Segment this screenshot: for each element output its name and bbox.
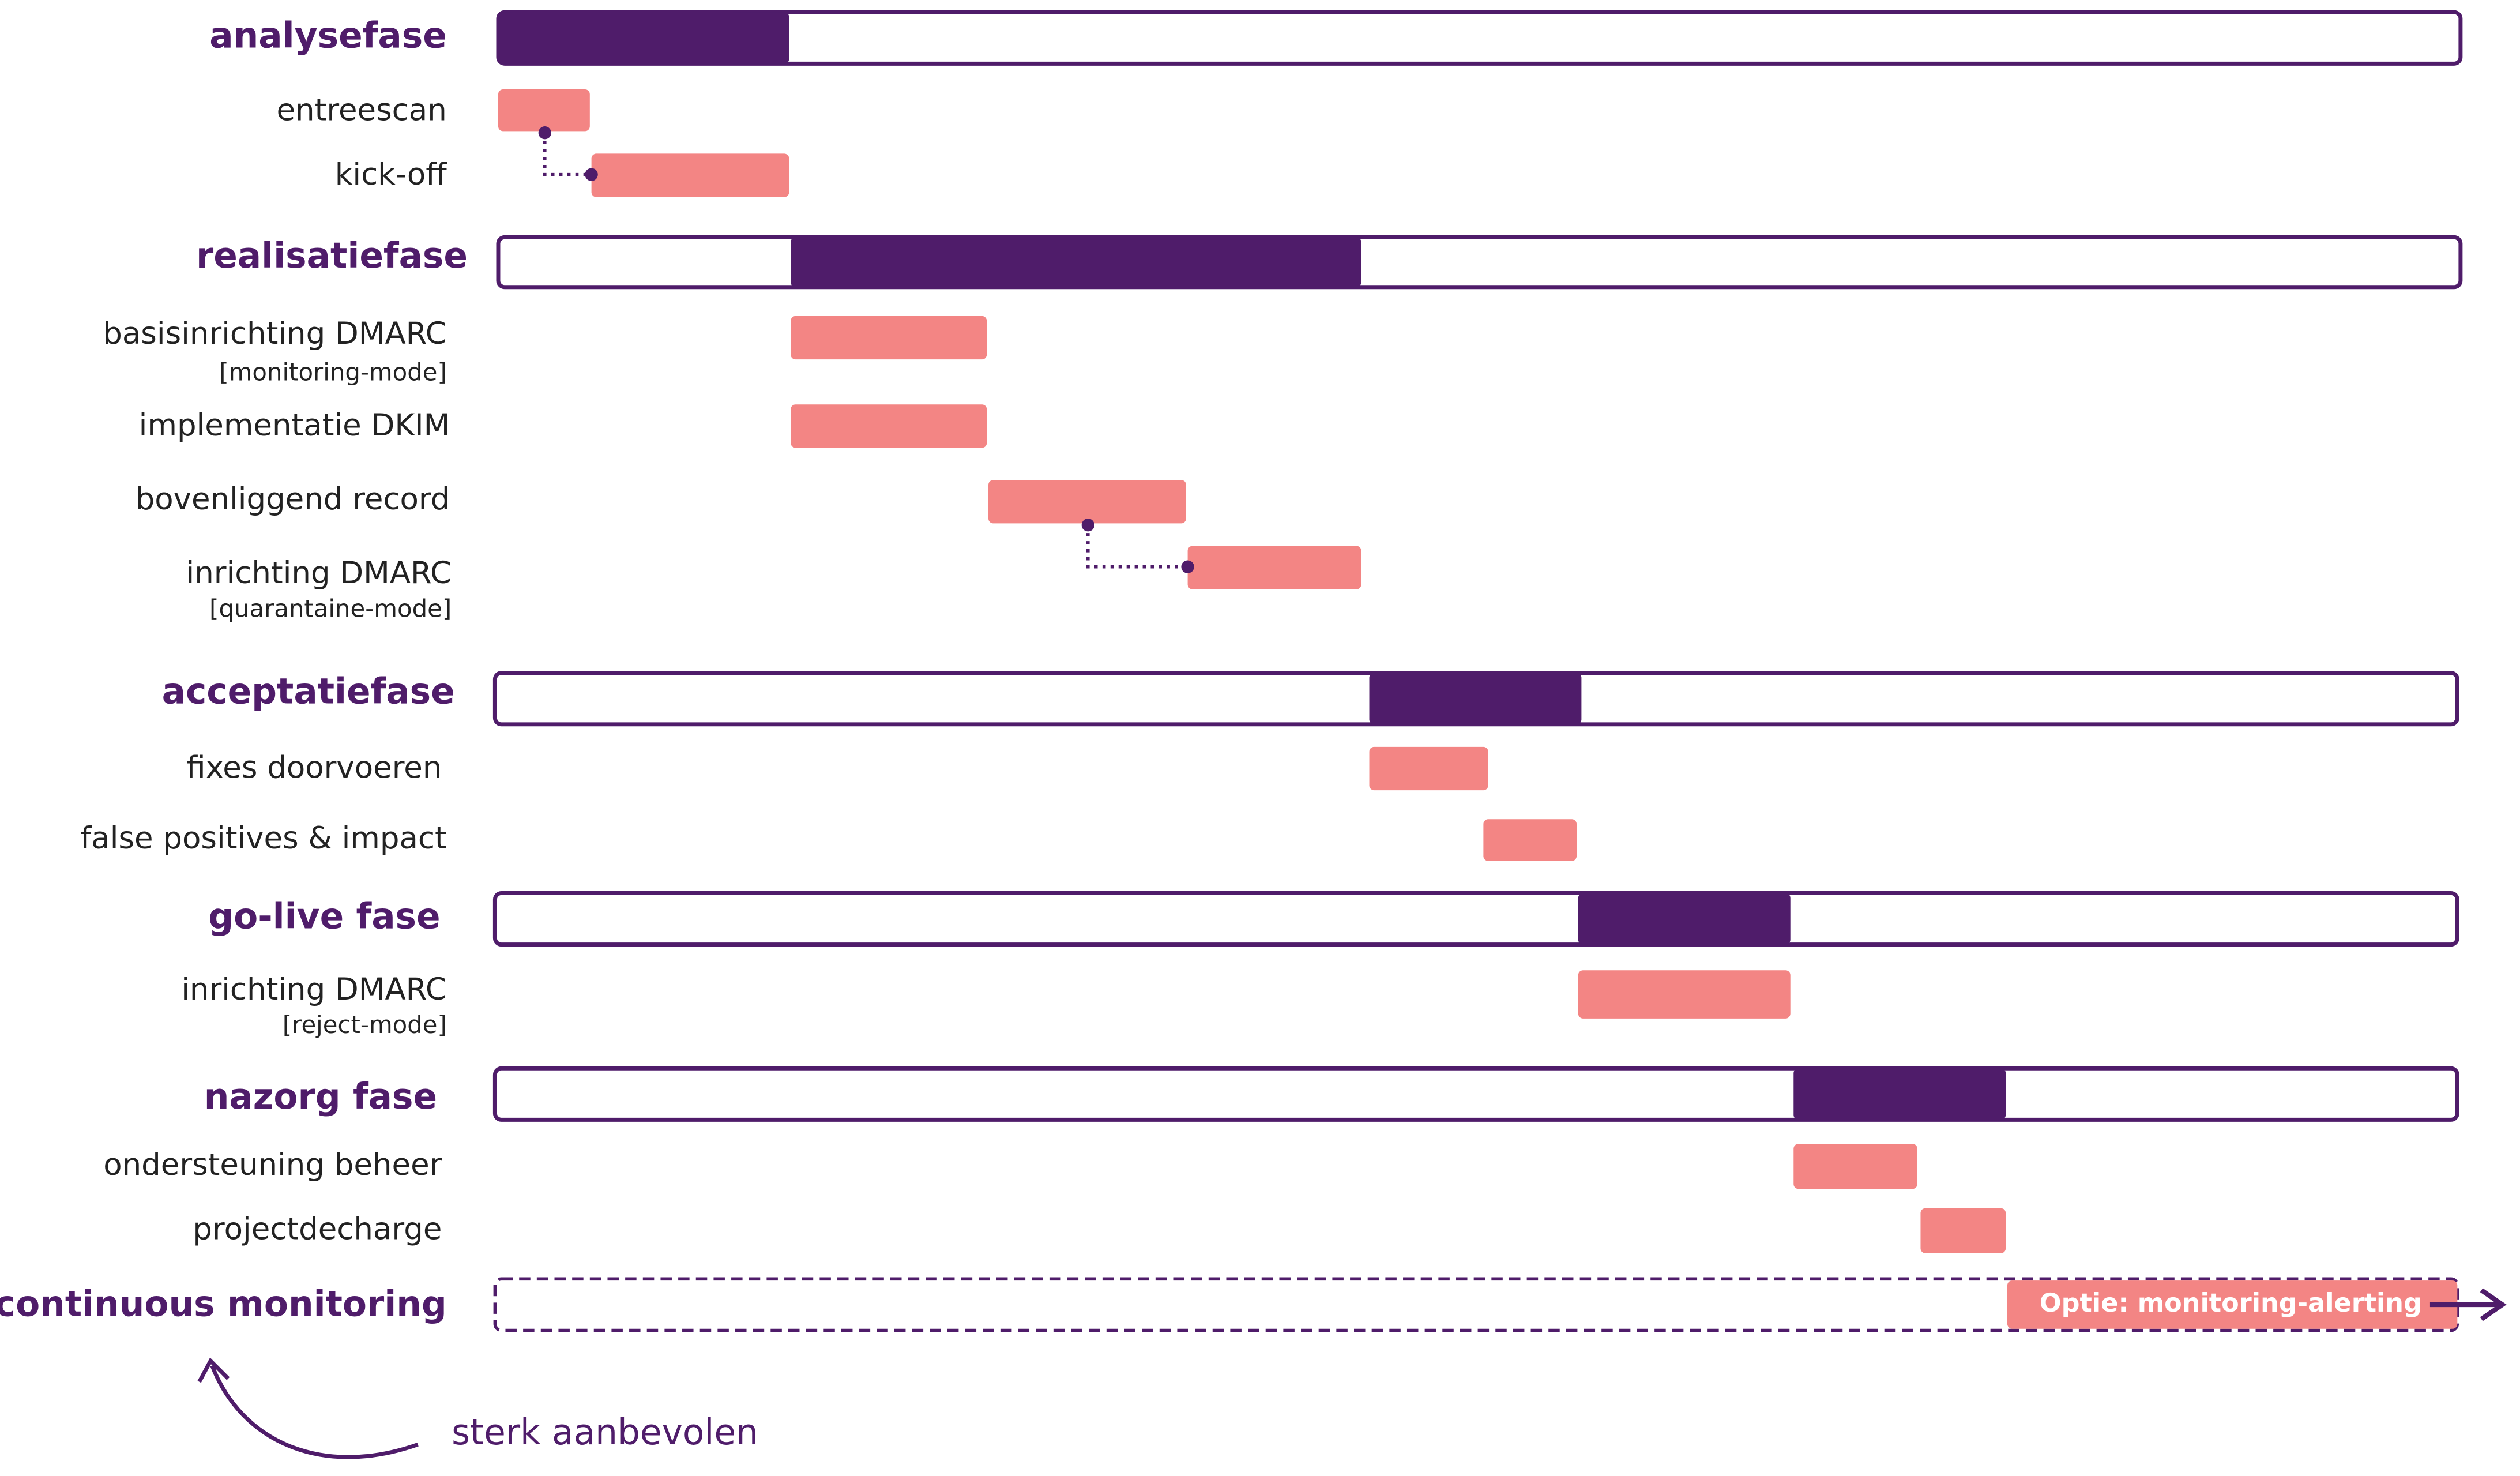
phase-track — [492, 891, 2459, 947]
phase-track — [496, 10, 2463, 66]
task-bar — [591, 153, 789, 197]
phase-label: go-live fase — [208, 896, 440, 937]
task-sublabel: [reject-mode] — [283, 1011, 447, 1039]
phase-label: realisatiefase — [196, 235, 468, 276]
dependency-dot — [585, 168, 598, 181]
dependency — [543, 133, 592, 176]
task-sublabel: [monitoring-mode] — [219, 358, 446, 386]
phase-bar — [791, 237, 1361, 287]
task-label: ondersteuning beheer — [103, 1147, 442, 1182]
task-bar — [1578, 970, 1791, 1019]
annotation: sterk aanbevolen — [452, 1412, 758, 1453]
task-bar — [1369, 746, 1488, 791]
phase-bar — [498, 12, 789, 64]
phase-label: acceptatiefase — [162, 671, 455, 712]
phase-label: nazorg fase — [204, 1076, 437, 1117]
task-label: entreescan — [276, 93, 446, 128]
task-label: kick-off — [335, 157, 448, 192]
task-bar — [791, 404, 987, 448]
phase-bar — [1578, 893, 1791, 945]
option-label: Optie: monitoring-alerting — [2040, 1288, 2422, 1318]
task-label: fixes doorvoeren — [186, 750, 442, 785]
option-bar — [2007, 1280, 2458, 1329]
task-label: implementatie DKIM — [139, 408, 450, 443]
task-bar — [1187, 546, 1361, 589]
task-bar — [498, 89, 590, 132]
task-bar — [1920, 1208, 2006, 1253]
task-label: inrichting DMARC — [181, 972, 447, 1007]
annotation-arrow — [197, 1357, 419, 1459]
task-label: bovenliggend record — [136, 482, 450, 517]
dependency-dot — [1081, 519, 1094, 532]
phase-track — [493, 1277, 2459, 1332]
task-bar — [988, 480, 1186, 524]
dependency-dot — [538, 126, 551, 140]
dependency — [1086, 525, 1188, 569]
phase-bar — [1369, 673, 1582, 724]
task-bar — [1483, 819, 1577, 861]
phase-track — [492, 1066, 2459, 1122]
task-label: basisinrichting DMARC — [103, 316, 447, 351]
phase-bar — [1793, 1068, 2006, 1120]
phase-label: continuous monitoring — [0, 1283, 447, 1324]
task-bar — [791, 316, 987, 360]
dependency-dot — [1181, 560, 1194, 573]
task-label: false positives & impact — [81, 821, 447, 856]
task-sublabel: [quarantaine-mode] — [209, 594, 452, 622]
arrow — [2429, 1288, 2507, 1321]
task-label: inrichting DMARC — [186, 555, 452, 591]
task-bar — [1793, 1144, 1917, 1189]
task-label: projectdecharge — [193, 1211, 442, 1246]
phase-label: analysefase — [209, 15, 446, 56]
